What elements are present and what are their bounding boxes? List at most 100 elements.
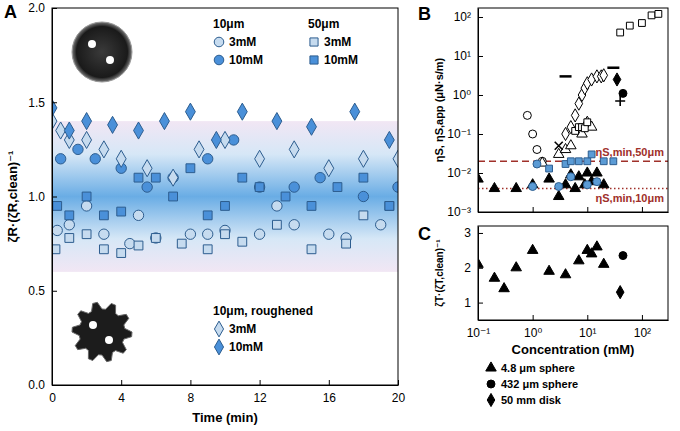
point (307, 245, 316, 254)
point (555, 142, 563, 150)
tick-mark (587, 207, 588, 212)
reference-label: ηS,min,10μm (596, 192, 665, 204)
plot-frame (52, 8, 398, 385)
point (221, 230, 230, 239)
point (570, 182, 581, 191)
tick: 0.0 (28, 378, 57, 392)
tick: 10⁻³ (447, 205, 483, 219)
legend-marker (486, 362, 497, 371)
point (272, 201, 282, 211)
x-axis: 048121620 (49, 380, 405, 405)
tick-label: 3 (464, 226, 471, 240)
tick-mark (190, 380, 191, 385)
plot-area (52, 99, 398, 272)
tick-label: 8 (188, 391, 195, 405)
point (142, 160, 152, 177)
point (99, 229, 109, 239)
point (593, 178, 601, 186)
point (544, 265, 555, 274)
point (583, 181, 591, 189)
y-axis-title: ζR·(ζR,clean)⁻¹ (5, 151, 20, 243)
tick-mark (478, 173, 483, 174)
tick-mark (642, 315, 643, 320)
tick-mark (642, 207, 643, 212)
point (160, 113, 170, 130)
legend: 10μm3mM10mM50μm3mM10mM10μm, roughened3mM… (213, 17, 358, 355)
panel-title: C (418, 224, 431, 244)
point (575, 158, 582, 165)
tick-mark (478, 233, 483, 234)
point (385, 202, 394, 211)
legend-label: 4.8 μm sphere (501, 362, 575, 374)
series (478, 241, 609, 292)
tick-label: 10⁻² (447, 166, 471, 180)
point (169, 192, 178, 201)
legend: 4.8 μm sphere432 μm sphere50 mm disk (486, 362, 578, 407)
series (52, 201, 386, 249)
point (546, 165, 553, 172)
y-axis-title: ζT·(ζT,clean)⁻¹ (434, 239, 446, 307)
point (151, 233, 161, 243)
point (117, 249, 126, 258)
series (619, 252, 627, 260)
point (142, 182, 152, 192)
point (533, 160, 541, 168)
point (203, 211, 212, 220)
x-axis-title: Concentration (mM) (512, 342, 635, 357)
point (307, 202, 316, 211)
legend-label: 3mM (229, 322, 256, 336)
point (186, 164, 195, 173)
tick-mark (478, 268, 483, 269)
y-axis: 0.00.51.01.52.0 (28, 1, 57, 392)
point (238, 173, 247, 182)
axis-line (479, 212, 669, 213)
tick-mark (52, 197, 57, 198)
tick-label: 10² (634, 326, 651, 340)
tick-label: 1.0 (28, 190, 45, 204)
series (52, 99, 394, 148)
series (52, 202, 394, 258)
point (255, 150, 265, 167)
tick-label: 10⁻¹ (467, 326, 491, 340)
point (82, 113, 92, 130)
point (134, 122, 144, 139)
tick-mark (121, 380, 122, 385)
point (133, 210, 143, 220)
legend-label: 50 mm disk (501, 394, 562, 406)
point (648, 12, 655, 19)
point (185, 103, 195, 120)
point (82, 230, 91, 239)
series (52, 113, 398, 187)
point (655, 11, 662, 18)
point (82, 131, 92, 148)
point (203, 229, 213, 239)
point (544, 173, 555, 182)
tick: 20 (392, 380, 406, 405)
plot-frame (478, 226, 668, 320)
legend-label: 10mM (324, 53, 358, 67)
point (64, 220, 74, 230)
point (73, 144, 83, 154)
tick: 4 (118, 380, 125, 405)
tick-label: 0 (49, 391, 56, 405)
point (151, 234, 160, 243)
point (82, 192, 91, 201)
point (560, 75, 572, 78)
tick: 10¹ (579, 315, 596, 340)
tick-mark (533, 315, 534, 320)
panel: 0481216200.00.51.01.52.0AζR·(ζR,clean)⁻¹… (4, 1, 405, 425)
point (613, 73, 621, 86)
tick: 2.0 (28, 1, 57, 15)
point (324, 229, 334, 239)
point (582, 167, 593, 176)
point (108, 116, 118, 133)
tick: 10⁻¹ (447, 127, 483, 141)
point (499, 283, 510, 292)
tick: 3 (464, 226, 483, 240)
legend-marker (310, 38, 318, 46)
axis-line (478, 227, 479, 321)
point (571, 109, 579, 122)
point (272, 220, 281, 229)
tick: 0.5 (28, 284, 57, 298)
series (572, 11, 662, 135)
